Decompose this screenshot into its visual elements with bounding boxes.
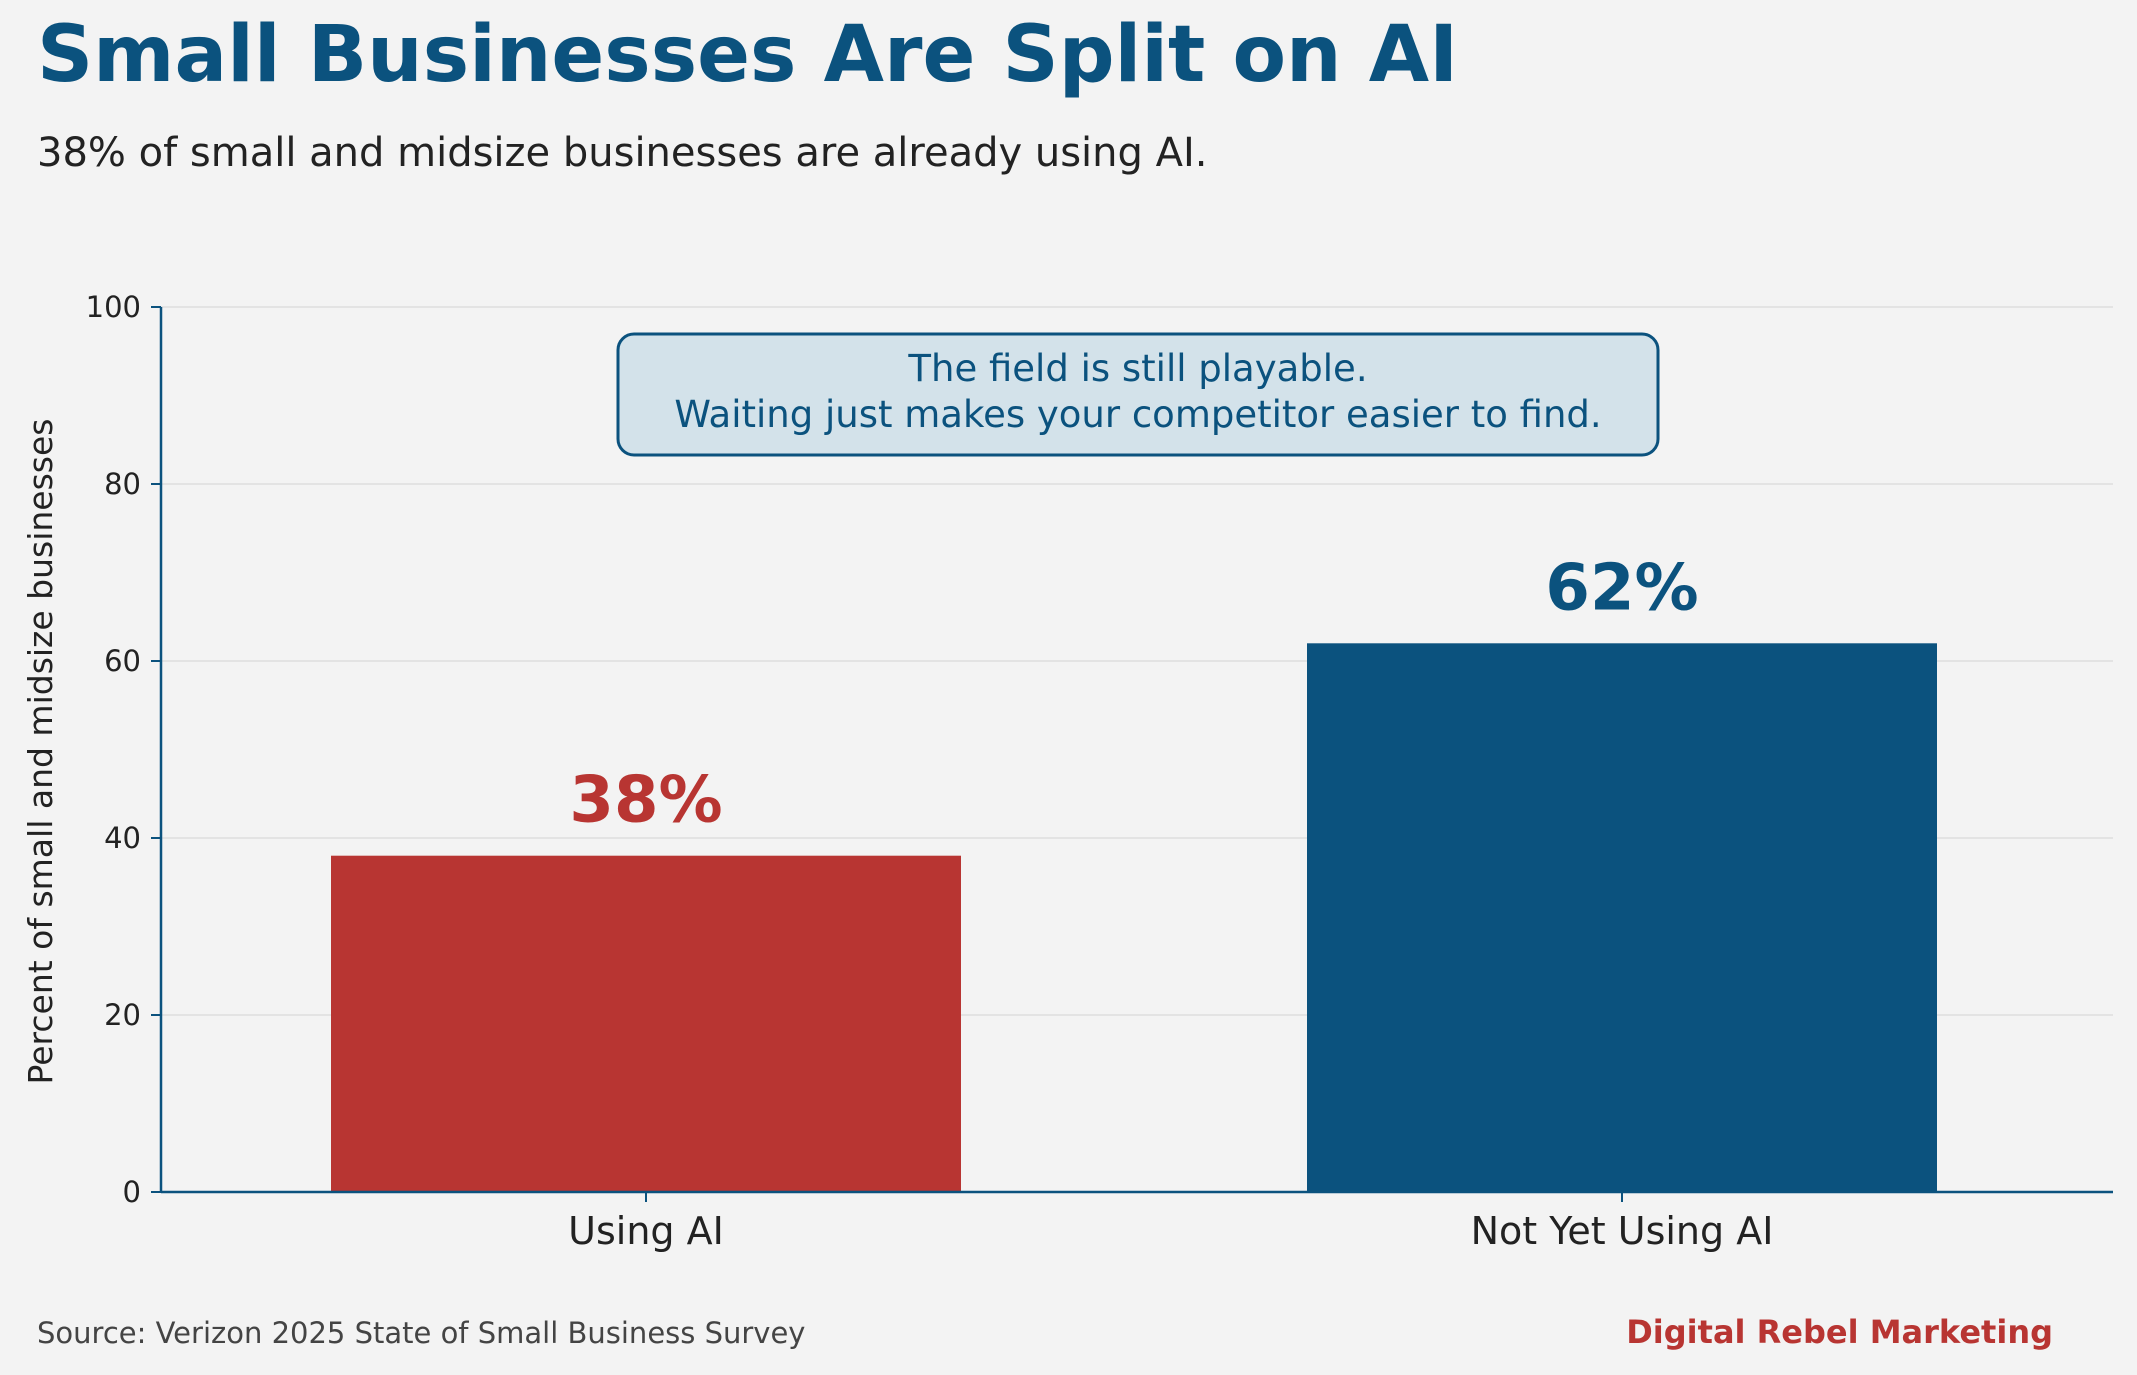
bar-using-ai xyxy=(331,855,961,1192)
bar-value-label: 62% xyxy=(1545,551,1698,625)
annotation-box: The field is still playable. Waiting jus… xyxy=(616,332,1660,457)
annotation-line-2: Waiting just makes your competitor easie… xyxy=(674,393,1601,436)
brand-name: Digital Rebel Marketing xyxy=(1626,1313,2053,1351)
annotation-line-1: The field is still playable. xyxy=(907,347,1367,390)
y-tick-label: 60 xyxy=(104,644,141,678)
y-tick-label: 0 xyxy=(123,1175,141,1209)
y-tick-label: 100 xyxy=(86,290,141,324)
bar-not-yet-using-ai xyxy=(1307,643,1937,1192)
y-axis-label: Percent of small and midsize businesses xyxy=(21,419,60,1085)
annotation-background xyxy=(616,332,1660,457)
chart-subtitle: 38% of small and midsize businesses are … xyxy=(37,130,1208,176)
chart-title: Small Businesses Are Split on AI xyxy=(37,10,1459,100)
x-tick-label: Not Yet Using AI xyxy=(1471,1209,1774,1253)
y-tick-label: 40 xyxy=(104,821,141,855)
y-tick-label: 80 xyxy=(104,467,141,501)
x-tick-label: Using AI xyxy=(568,1209,724,1253)
bar-value-label: 38% xyxy=(569,764,722,838)
source-note: Source: Verizon 2025 State of Small Busi… xyxy=(37,1316,806,1350)
y-tick-label: 20 xyxy=(104,998,141,1032)
